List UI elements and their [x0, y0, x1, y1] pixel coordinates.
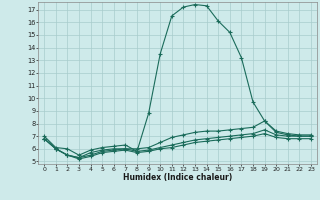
X-axis label: Humidex (Indice chaleur): Humidex (Indice chaleur) [123, 173, 232, 182]
